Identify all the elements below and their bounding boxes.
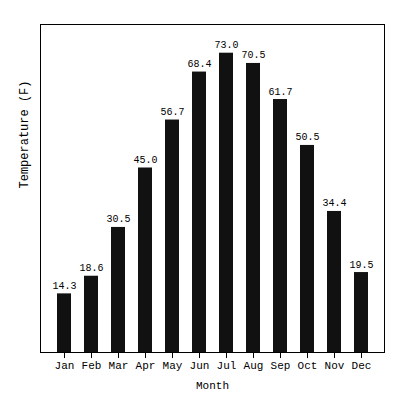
svg-text:18.6: 18.6: [79, 263, 103, 274]
svg-text:45.0: 45.0: [133, 155, 157, 166]
svg-text:May: May: [163, 360, 183, 372]
svg-text:Dec: Dec: [352, 360, 372, 372]
svg-text:61.7: 61.7: [268, 87, 292, 98]
svg-text:70.5: 70.5: [241, 50, 265, 61]
svg-text:Jul: Jul: [217, 360, 237, 372]
svg-text:Oct: Oct: [298, 360, 318, 372]
svg-text:Sep: Sep: [271, 360, 291, 372]
svg-text:14.3: 14.3: [52, 281, 76, 292]
svg-text:Aug: Aug: [244, 360, 264, 372]
svg-text:Nov: Nov: [325, 360, 345, 372]
svg-text:50.5: 50.5: [295, 132, 319, 143]
svg-text:34.4: 34.4: [322, 198, 346, 209]
svg-text:Jan: Jan: [55, 360, 75, 372]
svg-text:Apr: Apr: [136, 360, 156, 372]
svg-text:73.0: 73.0: [214, 40, 238, 51]
svg-text:Feb: Feb: [82, 360, 102, 372]
svg-text:68.4: 68.4: [187, 59, 211, 70]
svg-text:19.5: 19.5: [349, 260, 373, 271]
svg-text:Jun: Jun: [190, 360, 210, 372]
svg-text:30.5: 30.5: [106, 214, 130, 225]
svg-text:Temperature (F): Temperature (F): [18, 80, 32, 188]
svg-text:56.7: 56.7: [160, 107, 184, 118]
svg-text:Month: Month: [196, 380, 229, 392]
svg-text:Mar: Mar: [109, 360, 129, 372]
